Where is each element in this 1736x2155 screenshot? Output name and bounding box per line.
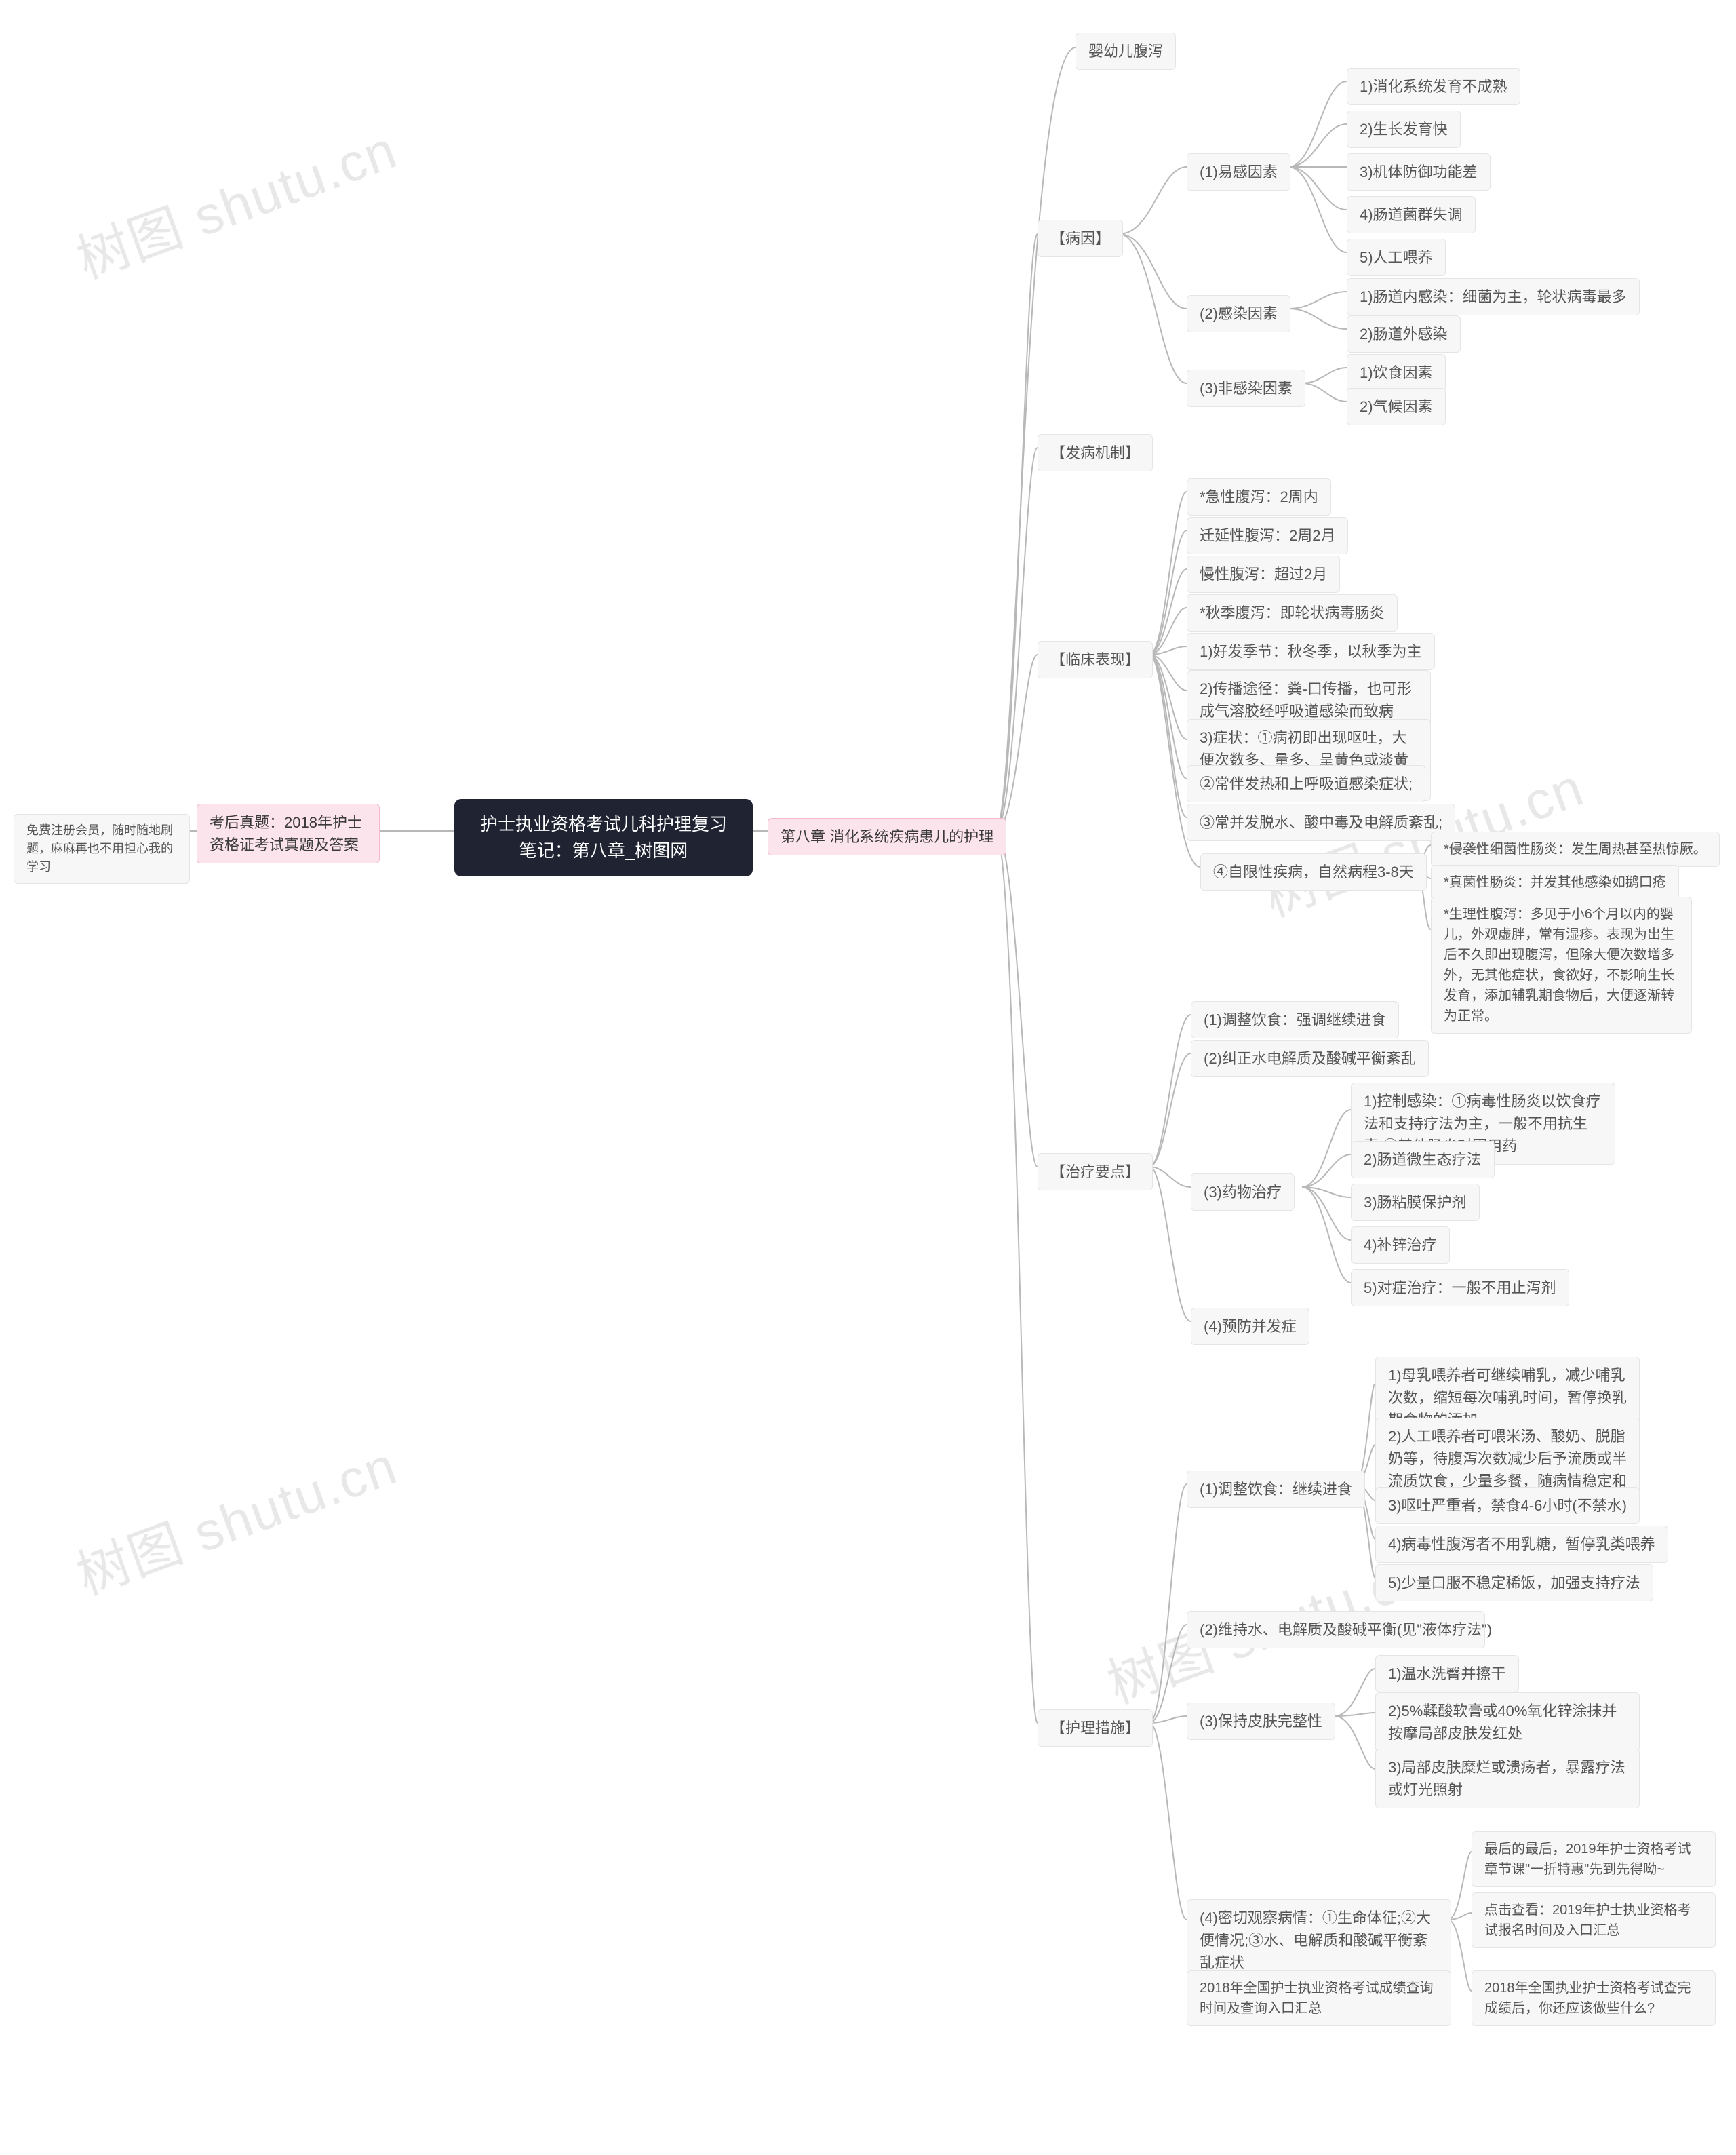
nurse-g4-sub-child[interactable]: 2018年全国执业护士资格考试查完成绩后，你还应该做些什么? — [1472, 1970, 1716, 2026]
root-node[interactable]: 护士执业资格考试儿科护理复习笔记：第八章_树图网 — [454, 799, 753, 876]
cause-g1[interactable]: (1)易感因素 — [1187, 153, 1290, 191]
treat-item4[interactable]: (4)预防并发症 — [1191, 1308, 1309, 1345]
nurse-g1-item[interactable]: 5)少量口服不稳定稀饭，加强支持疗法 — [1375, 1564, 1653, 1601]
treat-g3-item[interactable]: 3)肠粘膜保护剂 — [1351, 1184, 1480, 1221]
clinical-item[interactable]: 迁延性腹泻：2周2月 — [1187, 517, 1348, 554]
treat-g3[interactable]: (3)药物治疗 — [1191, 1173, 1295, 1211]
treat-g3-item[interactable]: 4)补锌治疗 — [1351, 1226, 1450, 1264]
clinical-item[interactable]: *秋季腹泻：即轮状病毒肠炎 — [1187, 594, 1398, 632]
nurse-g4[interactable]: (4)密切观察病情：①生命体征;②大便情况;③水、电解质和酸碱平衡紊乱症状 — [1187, 1899, 1451, 1981]
cause-g1-item[interactable]: 4)肠道菌群失调 — [1347, 196, 1476, 233]
clinical-item[interactable]: *急性腹泻：2周内 — [1187, 478, 1331, 516]
clinical-sub4-item[interactable]: *侵袭性细菌性肠炎：发生周热甚至热惊厥。 — [1431, 832, 1720, 867]
cause-g2-item[interactable]: 1)肠道内感染：细菌为主，轮状病毒最多 — [1347, 278, 1640, 315]
section-mechanism[interactable]: 【发病机制】 — [1038, 434, 1153, 471]
cause-g1-item[interactable]: 1)消化系统发育不成熟 — [1347, 68, 1520, 105]
cause-g3[interactable]: (3)非感染因素 — [1187, 370, 1305, 407]
nurse-g1-item[interactable]: 4)病毒性腹泻者不用乳糖，暂停乳类喂养 — [1375, 1526, 1668, 1563]
clinical-item[interactable]: 慢性腹泻：超过2月 — [1187, 556, 1340, 593]
clinical-sub4-item[interactable]: *生理性腹泻：多见于小6个月以内的婴儿，外观虚胖，常有湿疹。表现为出生后不久即出… — [1431, 897, 1692, 1034]
top-leaf[interactable]: 婴幼儿腹泻 — [1076, 33, 1176, 70]
section-nursing[interactable]: 【护理措施】 — [1038, 1709, 1153, 1747]
section-cause[interactable]: 【病因】 — [1038, 220, 1123, 257]
nurse-g4-item[interactable]: 最后的最后，2019年护士资格考试章节课"一折特惠"先到先得呦~ — [1472, 1831, 1716, 1887]
mindmap-canvas: 护士执业资格考试儿科护理复习笔记：第八章_树图网 考后真题：2018年护士资格证… — [0, 0, 1736, 2155]
nurse-g3-item[interactable]: 1)温水洗臀并擦干 — [1375, 1655, 1519, 1692]
cause-g2[interactable]: (2)感染因素 — [1187, 295, 1290, 332]
nurse-g3-item[interactable]: 3)局部皮肤糜烂或溃疡者，暴露疗法或灯光照射 — [1375, 1749, 1640, 1808]
clinical-item[interactable]: 1)好发季节：秋冬季，以秋季为主 — [1187, 633, 1435, 670]
cause-g1-item[interactable]: 5)人工喂养 — [1347, 239, 1446, 276]
nurse-g1[interactable]: (1)调整饮食：继续进食 — [1187, 1471, 1365, 1508]
nurse-g3[interactable]: (3)保持皮肤完整性 — [1187, 1703, 1335, 1740]
nurse-g3-item[interactable]: 2)5%鞣酸软膏或40%氧化锌涂抹并按摩局部皮肤发红处 — [1375, 1692, 1640, 1752]
clinical-sub4[interactable]: ④自限性疾病，自然病程3-8天 — [1200, 853, 1427, 891]
clinical-item[interactable]: ③常并发脱水、酸中毒及电解质紊乱; — [1187, 804, 1455, 841]
nurse-g1-item[interactable]: 3)呕吐严重者，禁食4-6小时(不禁水) — [1375, 1487, 1640, 1524]
cause-g1-item[interactable]: 2)生长发育快 — [1347, 111, 1461, 148]
cause-g3-item[interactable]: 1)饮食因素 — [1347, 354, 1446, 391]
left-node-1[interactable]: 考后真题：2018年护士资格证考试真题及答案 — [197, 804, 380, 863]
treat-item[interactable]: (2)纠正水电解质及酸碱平衡紊乱 — [1191, 1040, 1429, 1077]
cause-g2-item[interactable]: 2)肠道外感染 — [1347, 315, 1461, 353]
section-treatment[interactable]: 【治疗要点】 — [1038, 1153, 1153, 1190]
treat-g3-item[interactable]: 2)肠道微生态疗法 — [1351, 1141, 1495, 1178]
clinical-sub4-item[interactable]: *真菌性肠炎：并发其他感染如鹅口疮 — [1431, 865, 1679, 900]
left-node-2[interactable]: 免费注册会员，随时随地刷题，麻麻再也不用担心我的学习 — [14, 814, 190, 884]
nurse-item2[interactable]: (2)维持水、电解质及酸碱平衡(见"液体疗法") — [1187, 1611, 1485, 1648]
treat-g3-item[interactable]: 5)对症治疗：一般不用止泻剂 — [1351, 1269, 1569, 1306]
section-clinical[interactable]: 【临床表现】 — [1038, 641, 1153, 678]
treat-item[interactable]: (1)调整饮食：强调继续进食 — [1191, 1001, 1399, 1038]
cause-g1-item[interactable]: 3)机体防御功能差 — [1347, 153, 1491, 191]
clinical-item[interactable]: ②常伴发热和上呼吸道感染症状; — [1187, 765, 1425, 802]
nurse-g4-sub[interactable]: 2018年全国护士执业资格考试成绩查询时间及查询入口汇总 — [1187, 1970, 1451, 2026]
cause-g3-item[interactable]: 2)气候因素 — [1347, 388, 1446, 425]
chapter-node[interactable]: 第八章 消化系统疾病患儿的护理 — [768, 818, 1006, 855]
nurse-g4-item[interactable]: 点击查看：2019年护士执业资格考试报名时间及入口汇总 — [1472, 1892, 1716, 1948]
